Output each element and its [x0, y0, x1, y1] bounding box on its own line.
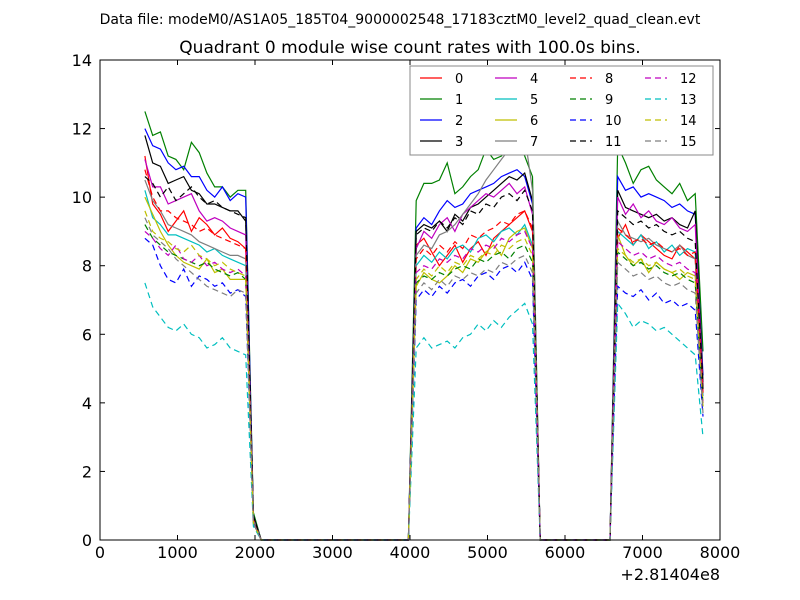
y-tick-label: 6: [82, 325, 92, 344]
x-tick-label: 7000: [622, 543, 663, 562]
axes-layer: 0 1000 2000 3000 4000 5000 6000 7000 80000246810…: [72, 51, 741, 562]
chart-title: Quadrant 0 module wise count rates with …: [179, 38, 640, 58]
y-tick-label: 0: [82, 531, 92, 550]
legend-label-7: 7: [530, 135, 538, 150]
x-tick-label: 0: [95, 543, 105, 562]
legend-label-6: 6: [530, 114, 538, 129]
legend-label-4: 4: [530, 72, 538, 87]
x-tick-label: 2000: [235, 543, 276, 562]
legend-label-10: 10: [605, 114, 622, 129]
x-tick-label: 8000: [700, 543, 741, 562]
legend-label-9: 9: [605, 93, 613, 108]
data-file-suptitle: Data file: modeM0/AS1A05_185T04_90000025…: [100, 12, 701, 28]
legend-label-11: 11: [605, 135, 622, 150]
legend-label-13: 13: [680, 93, 697, 108]
y-tick-label: 2: [82, 462, 92, 481]
series-line-8: [144, 169, 704, 541]
legend-label-15: 15: [680, 135, 697, 150]
series-line-10: [144, 237, 704, 541]
x-tick-label: 5000: [467, 543, 508, 562]
legend-label-12: 12: [680, 72, 697, 87]
y-tick-label: 10: [72, 188, 92, 207]
x-offset-label: +2.81404e8: [620, 565, 720, 584]
y-tick-label: 12: [72, 120, 92, 139]
y-tick-label: 14: [72, 51, 92, 70]
legend-box: [409, 65, 714, 156]
legend-label-5: 5: [530, 93, 538, 108]
x-tick-label: 6000: [545, 543, 586, 562]
x-tick-label: 4000: [390, 543, 431, 562]
legend-label-8: 8: [605, 72, 613, 87]
x-tick-label: 3000: [312, 543, 353, 562]
x-tick-label: 1000: [157, 543, 198, 562]
legend-label-14: 14: [680, 114, 697, 129]
legend-label-3: 3: [455, 135, 463, 150]
legend-label-2: 2: [455, 114, 463, 129]
y-tick-label: 8: [82, 257, 92, 276]
y-tick-label: 4: [82, 394, 92, 413]
legend-label-1: 1: [455, 93, 463, 108]
legend-label-0: 0: [455, 72, 463, 87]
